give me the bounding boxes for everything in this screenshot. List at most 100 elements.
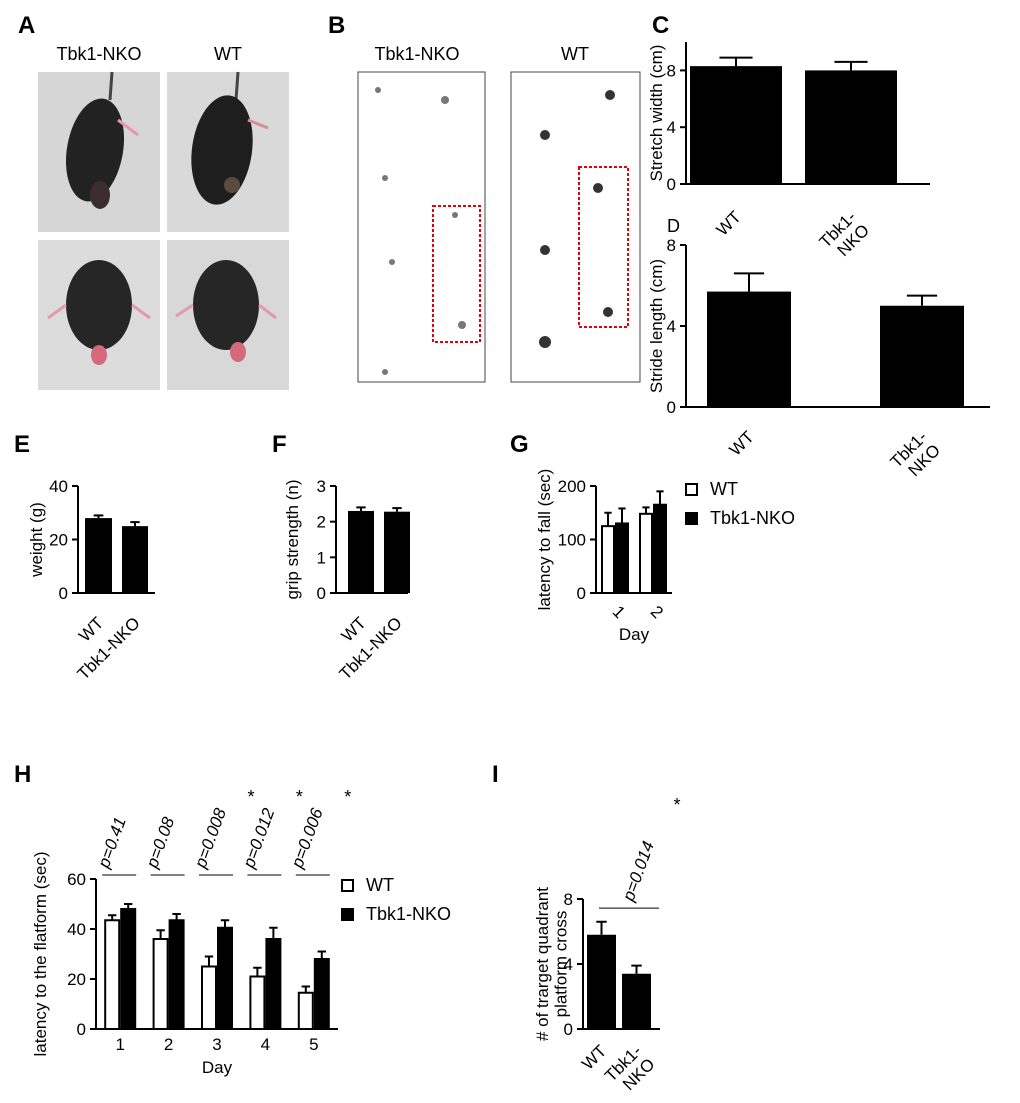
highlight-box-tbk1-nko [432, 205, 481, 343]
panel-letter-i: I [492, 761, 499, 788]
significance-star: * [296, 787, 303, 807]
x-tick-label: Tbk1-NKO [887, 427, 944, 484]
legend-swatch-0 [685, 483, 698, 496]
photo-tbk1-nko-bottom [38, 240, 160, 390]
photo-wt-top [167, 71, 289, 232]
footprint-sheet-wt [510, 71, 641, 383]
y-tick-label: 20 [67, 970, 86, 989]
photo-wt-bottom [167, 240, 289, 390]
x-tick-label: 1 [609, 602, 629, 622]
bar-tbk1-nko-2 [168, 919, 185, 1030]
bar-1 [805, 70, 897, 184]
y-tick-label: 60 [67, 870, 86, 889]
bar-wt-1 [601, 525, 615, 594]
x-tick-label: Tbk1-NKO [601, 1041, 658, 1098]
bar-0 [348, 510, 374, 593]
chart-i: 048# of trarget quadrantplatform crossWT… [533, 795, 681, 1098]
bar-wt-2 [152, 938, 169, 1030]
bar-1 [122, 526, 148, 593]
bar-tbk1-nko-2 [653, 503, 667, 595]
y-axis-label: Stride length (cm) [647, 259, 666, 393]
y-tick-label: 1 [317, 548, 326, 567]
bar-wt-5 [297, 991, 314, 1030]
x-axis-label: Day [202, 1058, 233, 1077]
significance-star: * [673, 795, 680, 815]
y-tick-label: 0 [577, 584, 586, 603]
y-tick-label: 3 [317, 477, 326, 496]
legend-label-1: Tbk1-NKO [710, 508, 795, 528]
footprint-sheet-tbk1-nko [357, 71, 486, 383]
y-axis-label: latency to fall (sec) [535, 469, 554, 611]
bar-wt-2 [639, 512, 653, 595]
y-tick-label: 4 [564, 955, 573, 974]
legend-label-0: WT [366, 875, 394, 895]
panel-letter-f: F [272, 431, 287, 458]
bar-0 [707, 291, 791, 407]
legend-label-0: WT [710, 479, 738, 499]
bar-tbk1-nko-1 [615, 522, 629, 595]
y-tick-label: 20 [49, 531, 68, 550]
bar-0 [587, 934, 616, 1029]
p-value: p=0.006 [287, 805, 327, 871]
panel-letter-c: C [652, 12, 669, 39]
x-tick-label: WT [726, 427, 758, 459]
x-tick-label: Tbk1-NKO [816, 207, 873, 264]
panel-letter-e: E [14, 431, 30, 458]
bar-tbk1-nko-1 [120, 908, 137, 1030]
significance-star: * [247, 787, 254, 807]
footprint-label-tbk1-nko: Tbk1-NKO [374, 44, 459, 64]
y-tick-label: 0 [317, 584, 326, 603]
panel-letter-h: H [14, 761, 31, 788]
p-value: p=0.014 [619, 839, 658, 905]
significance-star: * [344, 787, 351, 807]
y-tick-label: 2 [317, 513, 326, 532]
y-tick-label: 8 [667, 236, 676, 255]
x-tick-label: 4 [261, 1035, 270, 1054]
p-value: p=0.41 [94, 815, 130, 872]
photo-label-tbk1-nko: Tbk1-NKO [56, 44, 141, 64]
photo-label-wt: WT [214, 44, 242, 64]
footprint-sheets: Tbk1-NKO WT [357, 44, 641, 383]
y-axis-label: grip strength (n) [283, 480, 302, 600]
p-value: p=0.012 [239, 805, 279, 871]
bar-wt-1 [104, 919, 121, 1030]
panel-letter-d: D [667, 216, 680, 236]
x-tick-label: 2 [164, 1035, 173, 1054]
legend-swatch-1 [685, 512, 698, 525]
y-tick-label: 40 [49, 477, 68, 496]
chart-h: 0 20 40 60 latency to the flatform (sec) 1 p=0… [31, 787, 451, 1077]
y-axis-label: weight (g) [27, 502, 46, 578]
y-axis-label: Stretch width (cm) [647, 45, 666, 182]
legend-swatch-1 [341, 908, 354, 921]
x-tick-label: 1 [115, 1035, 124, 1054]
bar-tbk1-nko-3 [217, 926, 233, 1030]
chart-c: 0 4 8 Stretch width (cm) WT Tbk1-NKO [647, 42, 930, 264]
bar-1 [384, 511, 410, 593]
y-tick-label: 0 [77, 1020, 86, 1039]
x-tick-label: 2 [647, 602, 667, 622]
y-tick-label: 200 [558, 477, 586, 496]
bar-1 [622, 973, 651, 1029]
y-tick-label: 0 [667, 175, 676, 194]
bar-1 [880, 305, 964, 407]
bar-tbk1-nko-4 [265, 938, 282, 1030]
y-tick-label: 4 [667, 118, 676, 137]
p-value: p=0.08 [142, 814, 178, 871]
footprint-label-wt: WT [561, 44, 589, 64]
bar-wt-4 [249, 975, 266, 1030]
bar-tbk1-nko-5 [313, 958, 330, 1030]
y-axis-label: latency to the flatform (sec) [31, 851, 50, 1056]
y-tick-label: 4 [667, 317, 676, 336]
x-tick-label: WT [713, 207, 745, 239]
y-tick-label: 40 [67, 920, 86, 939]
panel-letter-a: A [18, 12, 35, 39]
mouse-photos: Tbk1-NKO WT [38, 44, 289, 390]
y-tick-label: 0 [667, 398, 676, 417]
panel-letter-b: B [328, 12, 345, 39]
bar-0 [85, 518, 112, 593]
